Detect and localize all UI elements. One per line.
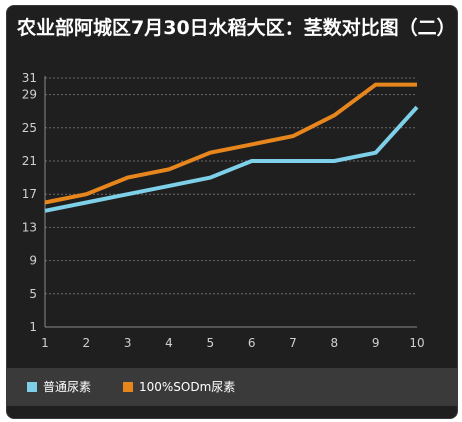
x-tick-label: 8 bbox=[331, 336, 339, 350]
legend-swatch bbox=[123, 382, 133, 392]
chart-title: 农业部阿城区7月30日水稻大区：茎数对比图（二） bbox=[17, 17, 456, 39]
y-tick-label: 17 bbox=[22, 187, 37, 201]
y-tick-label: 25 bbox=[22, 121, 37, 135]
x-axis-ticks: 1 2 3 4 5 6 7 8 9 10 bbox=[41, 336, 424, 350]
y-tick-label: 13 bbox=[22, 220, 37, 234]
series-line-0 bbox=[44, 105, 419, 213]
line-chart: 1 5 9 13 17 21 25 29 31 1 2 3 4 5 6 7 8 9 10 bbox=[22, 71, 425, 350]
chart-card: 农业部阿城区7月30日水稻大区：茎数对比图（二） 1 5 9 13 17 21 25 29 31… bbox=[6, 5, 458, 419]
y-axis-ticks: 1 5 9 13 17 21 25 29 31 bbox=[22, 71, 37, 334]
y-tick-label: 1 bbox=[29, 320, 37, 334]
x-tick-label: 2 bbox=[83, 336, 91, 350]
y-tick-label: 21 bbox=[22, 154, 37, 168]
x-tick-label: 3 bbox=[124, 336, 132, 350]
series-line-1 bbox=[44, 82, 417, 205]
y-tick-label: 29 bbox=[22, 88, 37, 102]
x-tick-label: 10 bbox=[409, 336, 424, 350]
legend-item-0[interactable]: 普通尿素 bbox=[27, 380, 91, 394]
grid-lines bbox=[45, 77, 417, 295]
legend-label: 100%SODm尿素 bbox=[139, 380, 236, 394]
legend: 普通尿素 100%SODm尿素 bbox=[7, 368, 457, 406]
series-lines bbox=[44, 82, 419, 213]
x-tick-label: 9 bbox=[372, 336, 380, 350]
x-tick-label: 1 bbox=[41, 336, 49, 350]
legend-item-1[interactable]: 100%SODm尿素 bbox=[123, 380, 235, 394]
legend-swatch bbox=[27, 382, 37, 392]
y-tick-label: 9 bbox=[29, 254, 37, 268]
x-tick-label: 7 bbox=[289, 336, 297, 350]
legend-label: 普通尿素 bbox=[43, 380, 92, 394]
x-tick-label: 6 bbox=[248, 336, 256, 350]
x-tick-label: 5 bbox=[207, 336, 215, 350]
x-tick-label: 4 bbox=[165, 336, 173, 350]
y-tick-label: 31 bbox=[22, 71, 37, 85]
y-tick-label: 5 bbox=[29, 287, 37, 301]
